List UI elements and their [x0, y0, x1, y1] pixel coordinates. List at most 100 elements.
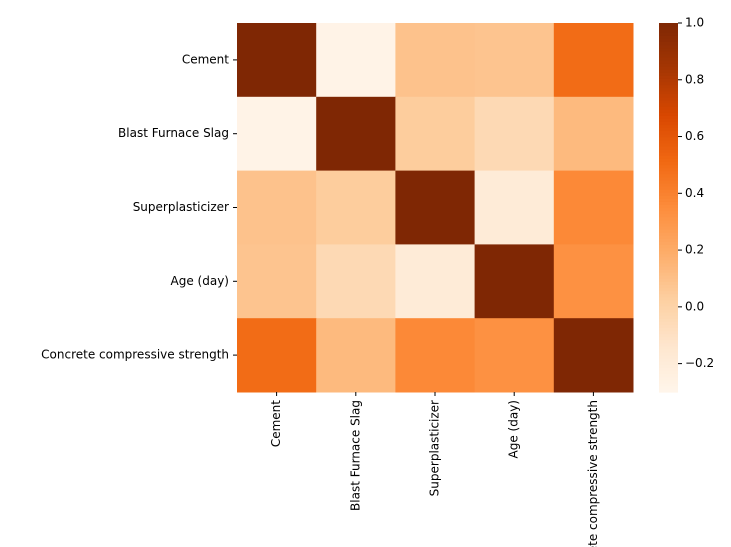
heatmap-cell: [237, 244, 317, 319]
colorbar-segment: [659, 330, 678, 335]
y-tick-label: Blast Furnace Slag: [118, 126, 229, 140]
colorbar-segment: [659, 281, 678, 285]
colorbar-segment: [659, 136, 678, 141]
heatmap-cell: [474, 170, 555, 245]
colorbar-segment: [659, 352, 678, 356]
heatmap-cell: [474, 23, 555, 98]
colorbar-segment: [659, 47, 678, 52]
colorbar-segment: [659, 388, 678, 393]
colorbar-segment: [659, 112, 678, 116]
colorbar-segment: [659, 56, 678, 61]
colorbar-segment: [659, 161, 678, 166]
colorbar-segment: [659, 302, 678, 307]
colorbar-segment: [659, 210, 678, 215]
colorbar-segment: [659, 324, 678, 329]
colorbar-segment: [659, 78, 678, 83]
colorbar-segment: [659, 62, 678, 67]
colorbar-segment: [659, 361, 678, 365]
x-tick-label: Concrete compressive strength: [586, 400, 600, 547]
colorbar-segment: [659, 75, 678, 79]
colorbar-segment: [659, 53, 678, 58]
colorbar-segment: [659, 109, 678, 113]
colorbar-segment: [659, 232, 678, 236]
colorbar-segment: [659, 355, 678, 359]
heatmap-cell: [316, 244, 396, 319]
colorbar-segment: [659, 133, 678, 138]
colorbar-segment: [659, 333, 678, 338]
y-tick-label: Concrete compressive strength: [41, 348, 229, 362]
colorbar-segment: [659, 59, 678, 64]
colorbar-segment: [659, 376, 678, 381]
y-tick-label: Age (day): [171, 274, 229, 288]
colorbar-segment: [659, 247, 678, 252]
colorbar-segment: [659, 244, 678, 249]
colorbar-segment: [659, 265, 678, 270]
colorbar-segment: [659, 222, 678, 227]
colorbar-segment: [659, 262, 678, 267]
colorbar-segment: [659, 115, 678, 119]
heatmap-cell: [316, 170, 396, 245]
colorbar-segment: [659, 287, 678, 292]
colorbar-segment: [659, 382, 678, 387]
colorbar-segment: [659, 164, 678, 169]
colorbar-segment: [659, 336, 678, 341]
colorbar-segment: [659, 106, 678, 110]
colorbar-segment: [659, 50, 678, 55]
colorbar-segment: [659, 278, 678, 282]
colorbar-segment: [659, 269, 678, 273]
colorbar-tick-label: 0.6: [685, 129, 704, 143]
heatmap-cell: [553, 244, 634, 319]
colorbar-segment: [659, 38, 678, 43]
colorbar-segment: [659, 213, 678, 218]
colorbar-segment: [659, 29, 678, 33]
colorbar-segment: [659, 216, 678, 221]
heatmap-cell: [237, 170, 317, 245]
colorbar-segment: [659, 318, 678, 322]
colorbar-segment: [659, 176, 678, 181]
colorbar-segment: [659, 339, 678, 344]
colorbar-segment: [659, 93, 678, 98]
colorbar-segment: [659, 81, 678, 86]
colorbar-segment: [659, 87, 678, 92]
colorbar-segment: [659, 170, 678, 175]
colorbar-segment: [659, 96, 678, 101]
colorbar-segment: [659, 201, 678, 206]
colorbar-tick-label: −0.2: [685, 356, 714, 370]
colorbar-segment: [659, 327, 678, 332]
colorbar-segment: [659, 66, 678, 70]
colorbar-segment: [659, 348, 678, 353]
colorbar-segment: [659, 189, 678, 193]
colorbar-segment: [659, 152, 678, 156]
colorbar-tick-label: 0.4: [685, 186, 704, 200]
colorbar-segment: [659, 259, 678, 264]
heatmap-cell: [553, 318, 634, 393]
y-tick-label: Cement: [182, 52, 229, 66]
colorbar-segment: [659, 315, 678, 319]
heatmap-cell: [474, 244, 555, 319]
x-tick-label: Cement: [269, 400, 283, 447]
colorbar-segment: [659, 149, 678, 153]
colorbar-segment: [659, 41, 678, 46]
colorbar-segment: [659, 250, 678, 255]
colorbar-segment: [659, 364, 678, 368]
heatmap-cell: [553, 23, 634, 98]
colorbar-segment: [659, 179, 678, 184]
heatmap-cell: [395, 96, 476, 172]
colorbar-tick-label: 0.8: [685, 72, 704, 86]
heatmap-cell: [553, 96, 634, 172]
x-tick-label: Blast Furnace Slag: [348, 400, 362, 511]
colorbar-segment: [659, 198, 678, 202]
colorbar-segment: [659, 358, 678, 362]
heatmap-cell: [237, 96, 317, 172]
heatmap-cell: [395, 170, 476, 245]
x-tick-label: Superplasticizer: [428, 400, 442, 496]
colorbar-segment: [659, 345, 678, 350]
colorbar-segment: [659, 235, 678, 239]
colorbar-segment: [659, 241, 678, 245]
colorbar-segment: [659, 102, 678, 107]
heatmap-cell: [395, 244, 476, 319]
colorbar-segment: [659, 182, 678, 187]
x-tick-label: Age (day): [507, 400, 521, 458]
colorbar-segment: [659, 99, 678, 104]
